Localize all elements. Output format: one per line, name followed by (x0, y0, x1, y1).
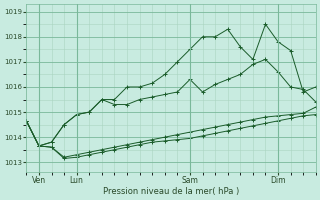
X-axis label: Pression niveau de la mer( hPa ): Pression niveau de la mer( hPa ) (103, 187, 239, 196)
